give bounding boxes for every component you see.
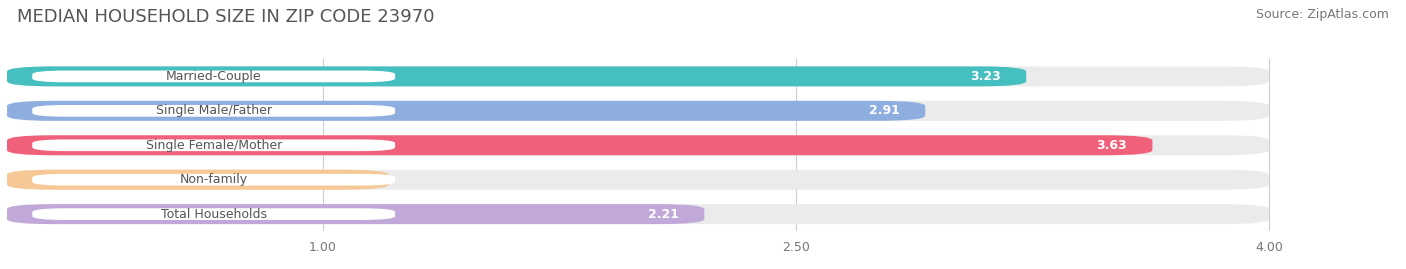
Text: Married-Couple: Married-Couple (166, 70, 262, 83)
FancyBboxPatch shape (32, 174, 395, 186)
FancyBboxPatch shape (32, 70, 395, 82)
Text: 2.21: 2.21 (648, 208, 679, 221)
FancyBboxPatch shape (7, 135, 1153, 155)
Text: 3.23: 3.23 (970, 70, 1001, 83)
FancyBboxPatch shape (7, 170, 1270, 190)
FancyBboxPatch shape (32, 105, 395, 117)
FancyBboxPatch shape (32, 139, 395, 151)
FancyBboxPatch shape (7, 66, 1026, 86)
Text: Single Male/Father: Single Male/Father (156, 104, 271, 117)
Text: Source: ZipAtlas.com: Source: ZipAtlas.com (1256, 8, 1389, 21)
FancyBboxPatch shape (7, 170, 389, 190)
Text: 2.91: 2.91 (869, 104, 900, 117)
FancyBboxPatch shape (7, 135, 1270, 155)
FancyBboxPatch shape (7, 101, 925, 121)
FancyBboxPatch shape (32, 208, 395, 220)
Text: 1.21: 1.21 (333, 173, 364, 186)
FancyBboxPatch shape (7, 204, 704, 224)
Text: Non-family: Non-family (180, 173, 247, 186)
FancyBboxPatch shape (7, 204, 1270, 224)
Text: Single Female/Mother: Single Female/Mother (146, 139, 281, 152)
FancyBboxPatch shape (7, 101, 1270, 121)
FancyBboxPatch shape (7, 66, 1270, 86)
Text: Total Households: Total Households (160, 208, 267, 221)
Text: 3.63: 3.63 (1097, 139, 1128, 152)
Text: MEDIAN HOUSEHOLD SIZE IN ZIP CODE 23970: MEDIAN HOUSEHOLD SIZE IN ZIP CODE 23970 (17, 8, 434, 26)
